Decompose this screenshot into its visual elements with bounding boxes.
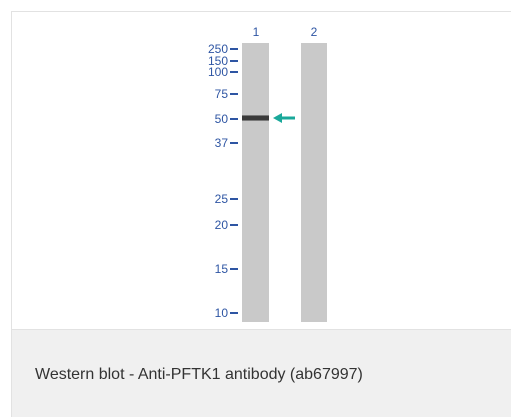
marker-tick-15 bbox=[230, 268, 238, 270]
marker-tick-250 bbox=[230, 48, 238, 50]
marker-tick-25 bbox=[230, 198, 238, 200]
lane-2 bbox=[301, 43, 327, 322]
marker-tick-100 bbox=[230, 71, 238, 73]
caption-area: Western blot - Anti-PFTK1 antibody (ab67… bbox=[12, 329, 511, 417]
marker-label-20: 20 bbox=[215, 218, 229, 232]
western-blot-image: 1 2 250 150 100 75 50 37 25 20 15 10 bbox=[208, 25, 327, 322]
marker-tick-50 bbox=[230, 118, 238, 120]
protein-band-lane-1-bottom-edge bbox=[242, 120, 269, 121]
protein-band-lane-1 bbox=[242, 116, 269, 120]
marker-tick-37 bbox=[230, 142, 238, 144]
marker-tick-75 bbox=[230, 93, 238, 95]
protein-band-lane-1-top-edge bbox=[242, 115, 269, 116]
marker-tick-20 bbox=[230, 224, 238, 226]
caption-text: Western blot - Anti-PFTK1 antibody (ab67… bbox=[35, 366, 363, 383]
marker-label-150: 150 bbox=[208, 54, 228, 68]
marker-tick-150 bbox=[230, 60, 238, 62]
marker-label-37: 37 bbox=[215, 136, 229, 150]
marker-label-15: 15 bbox=[215, 262, 229, 276]
marker-ticks bbox=[230, 48, 238, 314]
lane-1 bbox=[242, 43, 269, 322]
marker-label-50: 50 bbox=[215, 112, 229, 126]
marker-tick-10 bbox=[230, 312, 238, 314]
lane-label-2: 2 bbox=[311, 25, 318, 39]
lane-label-1: 1 bbox=[253, 25, 260, 39]
marker-label-100: 100 bbox=[208, 65, 228, 79]
marker-label-250: 250 bbox=[208, 42, 228, 56]
band-arrow-icon bbox=[273, 113, 295, 123]
marker-label-25: 25 bbox=[215, 192, 229, 206]
marker-label-75: 75 bbox=[215, 87, 229, 101]
western-blot-figure: 1 2 250 150 100 75 50 37 25 20 15 10 bbox=[12, 12, 511, 329]
figure-card: 1 2 250 150 100 75 50 37 25 20 15 10 bbox=[11, 11, 511, 417]
marker-label-10: 10 bbox=[215, 306, 229, 320]
